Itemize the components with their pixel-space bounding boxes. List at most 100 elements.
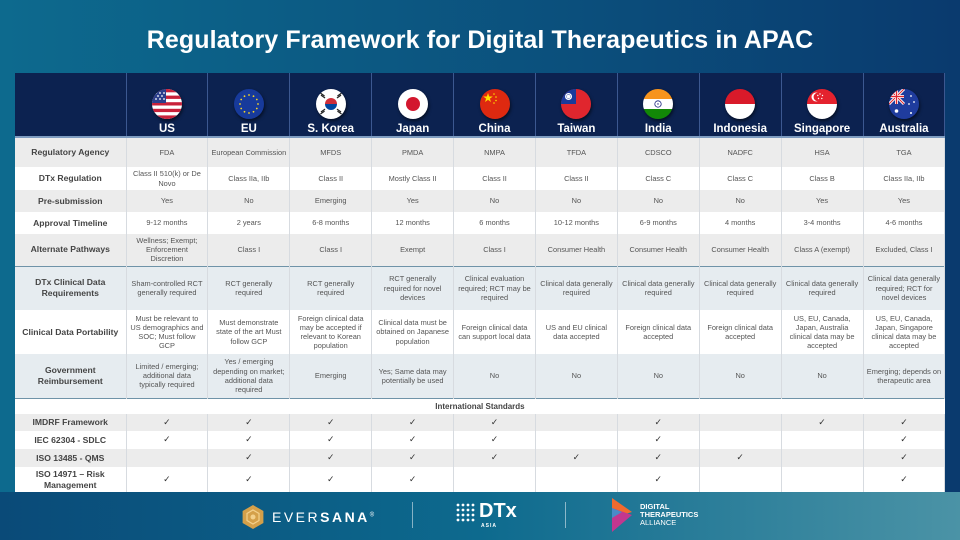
table-cell: MFDS bbox=[289, 137, 373, 167]
standard-cell: ✓ bbox=[371, 431, 455, 449]
standard-cell: ✓ bbox=[863, 431, 946, 449]
table-cell: Limited / emerging; additional data typi… bbox=[126, 354, 209, 398]
country-name: China bbox=[478, 122, 511, 135]
australia-flag-icon bbox=[888, 88, 919, 119]
table-cell: No bbox=[699, 190, 782, 212]
table-cell: 9-12 months bbox=[126, 212, 209, 234]
checkmark-icon: ✓ bbox=[408, 416, 417, 427]
row-label: DTx Clinical Data Requirements bbox=[15, 265, 127, 310]
country-header-us: US bbox=[126, 73, 209, 138]
standard-cell: ✓ bbox=[126, 431, 209, 449]
checkmark-icon: ✓ bbox=[490, 416, 499, 427]
standards-row: IEC 62304 - SDLC ✓ ✓ ✓ ✓ ✓ ✓ ✓ bbox=[15, 431, 946, 449]
japan-flag-icon bbox=[397, 88, 428, 119]
checkmark-icon: ✓ bbox=[900, 473, 908, 484]
standard-cell: ✓ bbox=[126, 414, 209, 431]
country-name: EU bbox=[240, 122, 257, 135]
dtx-asia-label: ASIA bbox=[481, 523, 497, 529]
table-cell: CDSCO bbox=[617, 137, 700, 167]
country-header-row: US EU bbox=[15, 73, 946, 138]
country-header-singapore: Singapore bbox=[781, 73, 864, 138]
row-label: Clinical Data Portability bbox=[15, 310, 127, 354]
standard-cell bbox=[535, 431, 618, 449]
checkmark-icon: ✓ bbox=[736, 452, 744, 463]
standard-cell bbox=[699, 414, 782, 431]
table-cell: Yes bbox=[863, 190, 946, 212]
digital-therapeutics-alliance-logo: DIGITAL THERAPEUTICS ALLIANCE bbox=[610, 498, 698, 532]
standard-cell bbox=[699, 467, 782, 492]
checkmark-icon: ✓ bbox=[818, 416, 826, 427]
table-cell: No bbox=[617, 190, 700, 212]
table-cell: Class II bbox=[289, 167, 373, 190]
table-cell: TFDA bbox=[535, 137, 618, 167]
table-cell: Yes bbox=[371, 190, 455, 212]
table-cell: RCT generally required for novel devices bbox=[371, 265, 455, 310]
country-header-india: India bbox=[617, 73, 700, 138]
taiwan-flag-icon bbox=[561, 88, 592, 119]
table-cell: 2 years bbox=[207, 212, 291, 234]
table-row: Government Reimbursement Limited / emergi… bbox=[15, 354, 946, 398]
table-cell: Class A (exempt) bbox=[781, 234, 864, 266]
standard-cell: ✓ bbox=[289, 467, 373, 492]
row-label: Regulatory Agency bbox=[15, 137, 127, 167]
table-row: Regulatory Agency FDA European Commission M… bbox=[15, 137, 946, 167]
row-label: DTx Regulation bbox=[15, 167, 127, 190]
row-label: Alternate Pathways bbox=[15, 234, 127, 266]
standard-cell: ✓ bbox=[699, 449, 782, 467]
country-header-japan: Japan bbox=[371, 73, 455, 138]
country-name: Taiwan bbox=[557, 122, 596, 135]
standard-cell: ✓ bbox=[371, 449, 455, 467]
india-flag-icon bbox=[643, 88, 674, 119]
standard-cell: ✓ bbox=[863, 414, 946, 431]
international-standards-label: International Standards bbox=[15, 397, 945, 414]
checkmark-icon: ✓ bbox=[900, 452, 908, 463]
standard-cell: ✓ bbox=[781, 414, 864, 431]
table-cell: US, EU, Canada, Japan, Singapore clinica… bbox=[863, 310, 946, 354]
indonesia-flag-icon bbox=[725, 88, 756, 119]
standard-cell: ✓ bbox=[617, 449, 700, 467]
standard-cell bbox=[699, 431, 782, 449]
table-cell: 12 months bbox=[371, 212, 455, 234]
table-cell: Clinical data generally required bbox=[535, 265, 618, 310]
table-cell: 6 months bbox=[453, 212, 536, 234]
table-cell: Mostly Class II bbox=[371, 167, 455, 190]
table-cell: No bbox=[207, 190, 291, 212]
checkmark-icon: ✓ bbox=[163, 416, 171, 427]
standard-cell bbox=[126, 449, 209, 467]
table-cell: 4-6 months bbox=[863, 212, 946, 234]
table-cell: Class II bbox=[535, 167, 618, 190]
table-cell: 4 months bbox=[699, 212, 782, 234]
checkmark-icon: ✓ bbox=[245, 473, 253, 484]
standard-cell: ✓ bbox=[207, 449, 291, 467]
standard-cell: ✓ bbox=[453, 414, 536, 431]
table-cell: Class C bbox=[617, 167, 700, 190]
table-cell: US and EU clinical data accepted bbox=[535, 310, 618, 354]
table-cell: 10-12 months bbox=[535, 212, 618, 234]
checkmark-icon: ✓ bbox=[326, 452, 335, 463]
table-cell: Consumer Health bbox=[535, 234, 618, 266]
table-cell: Clinical data generally required bbox=[699, 265, 782, 310]
country-name: Australia bbox=[879, 122, 929, 135]
footer-divider bbox=[565, 502, 566, 528]
table-cell: Clinical data generally required bbox=[617, 265, 700, 310]
standard-label: ISO 13485 - QMS bbox=[15, 449, 127, 467]
standard-cell: ✓ bbox=[617, 467, 700, 492]
standard-cell: ✓ bbox=[863, 449, 946, 467]
checkmark-icon: ✓ bbox=[326, 473, 335, 484]
checkmark-icon: ✓ bbox=[326, 434, 335, 445]
standard-cell: ✓ bbox=[289, 414, 373, 431]
checkmark-icon: ✓ bbox=[245, 416, 253, 427]
standard-cell bbox=[781, 449, 864, 467]
eversana-wordmark: EVERSANA® bbox=[272, 509, 377, 525]
standard-cell: ✓ bbox=[617, 414, 700, 431]
eu-flag-icon bbox=[233, 88, 264, 119]
standard-cell: ✓ bbox=[617, 431, 700, 449]
section-header-row: International Standards bbox=[15, 397, 945, 414]
checkmark-icon: ✓ bbox=[163, 473, 171, 484]
standard-cell bbox=[535, 467, 618, 492]
table-cell: Emerging bbox=[289, 190, 373, 212]
standards-row: IMDRF Framework ✓ ✓ ✓ ✓ ✓ ✓ ✓ ✓ bbox=[15, 414, 946, 431]
table-cell: European Commission bbox=[207, 137, 291, 167]
standards-row: ISO 13485 - QMS ✓ ✓ ✓ ✓ ✓ ✓ ✓ ✓ bbox=[15, 449, 946, 467]
country-name: S. Korea bbox=[307, 122, 355, 135]
